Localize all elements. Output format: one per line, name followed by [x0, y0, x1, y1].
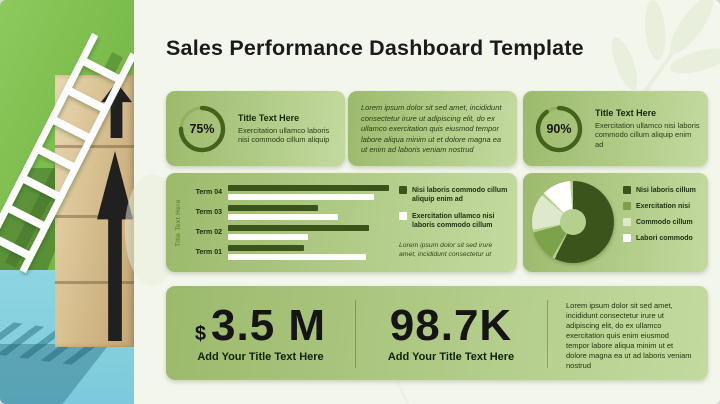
stat-count: 98.7K Add Your Title Text Here: [355, 286, 547, 380]
legend-item: Nisi laboris cillum: [623, 186, 703, 195]
legend-item: Nisi laboris commodo cillum aliquip enim…: [399, 186, 509, 204]
pie-chart-hole: [560, 209, 586, 235]
kpi-title: Title Text Here: [595, 107, 657, 118]
block-seam: [55, 215, 134, 218]
block-seam: [55, 145, 134, 148]
bar: [228, 234, 308, 240]
donut-percent-label: 75%: [189, 121, 215, 136]
block-seam: [55, 281, 134, 284]
kpi-title: Title Text Here: [238, 112, 300, 123]
legend-swatch: [623, 234, 631, 242]
intro-text-card: Lorem ipsum dolor sit sed amet, incididu…: [348, 91, 517, 166]
pie-chart-card: Nisi laboris cillum Exercitation nisi Comm…: [523, 173, 708, 272]
bar: [228, 225, 370, 231]
bar: [228, 205, 318, 211]
bar-chart-plot: Term 04 Term 03 Term 02 Term 01: [188, 185, 394, 260]
growth-photo: [0, 0, 134, 404]
page-title: Sales Performance Dashboard Template: [166, 36, 584, 60]
legend-label: Exercitation nisi: [636, 203, 691, 210]
bar: [228, 214, 338, 220]
bar: [228, 254, 366, 260]
bar-group: Term 03: [188, 205, 394, 220]
bar-category-label: Term 04: [195, 189, 222, 196]
legend-label: Exercitation ullamco nisi laboris commod…: [412, 213, 495, 229]
stat-label: Add Your Title Text Here: [387, 350, 515, 363]
bar-group: Term 04: [188, 185, 394, 200]
kpi-card-90: 90% Title Text Here Exercitation ullamco…: [523, 91, 708, 166]
legend-swatch: [623, 186, 631, 194]
bar: [228, 194, 375, 200]
bar: [228, 245, 305, 251]
kpi-description: Exercitation ullamco laboris nisi commod…: [238, 125, 330, 145]
stat-value: 98.7K: [389, 300, 513, 350]
legend-label: Nisi laboris commodo cillum aliquip enim…: [412, 187, 508, 203]
legend-swatch: [623, 202, 631, 210]
stat-value: 3.5 M: [211, 300, 327, 350]
bar-category-label: Term 02: [195, 229, 222, 236]
stats-card: $ 3.5 M Add Your Title Text Here 98.7K A…: [166, 286, 708, 380]
legend-item: Labori commodo: [623, 234, 703, 243]
divider: [355, 300, 356, 368]
intro-paragraph: Lorem ipsum dolor sit sed amet, incididu…: [361, 103, 502, 154]
legend-label: Nisi laboris cillum: [636, 187, 696, 194]
legend-item: Exercitation nisi: [623, 202, 703, 211]
stat-revenue: $ 3.5 M Add Your Title Text Here: [166, 286, 355, 380]
legend-swatch: [399, 186, 407, 194]
legend-label: Labori commodo: [636, 235, 693, 242]
currency-symbol: $: [194, 322, 207, 345]
legend-label: Commodo cillum: [636, 219, 693, 226]
bar-chart-card: Title Text Here Term 04 Term 03 Term 02 Ter…: [166, 173, 517, 272]
bar-category-label: Term 03: [195, 209, 222, 216]
pie-chart-legend: Nisi laboris cillum Exercitation nisi Comm…: [623, 186, 703, 243]
leaf-decoration-icon: [124, 174, 180, 286]
donut-chart-75: 75%: [174, 101, 230, 157]
legend-item: Exercitation ullamco nisi laboris commod…: [399, 212, 509, 230]
legend-swatch: [623, 218, 631, 226]
stats-paragraph: Lorem ipsum dolor sit sed amet, incididu…: [566, 301, 692, 370]
bar-chart-legend: Nisi laboris commodo cillum aliquip enim…: [399, 186, 509, 259]
divider: [547, 300, 548, 368]
bar-chart-axis-label: Title Text Here: [175, 198, 182, 247]
donut-percent-label: 90%: [546, 121, 572, 136]
stat-label: Add Your Title Text Here: [197, 350, 324, 363]
content-area: Sales Performance Dashboard Template 75%…: [124, 0, 720, 404]
legend-swatch: [399, 212, 407, 220]
bar-group: Term 02: [188, 225, 394, 240]
kpi-card-75: 75% Title Text Here Exercitation ullamco…: [166, 91, 345, 166]
legend-item: Commodo cillum: [623, 218, 703, 227]
kpi-description: Exercitation ullamco nisi laboris commod…: [595, 120, 700, 149]
bar-category-label: Term 01: [195, 249, 222, 256]
bar: [228, 185, 390, 191]
bar-group: Term 01: [188, 245, 394, 260]
bar-chart-caption: Lorem ipsum dolor sit sed irure amet, in…: [399, 242, 493, 258]
donut-chart-90: 90%: [531, 101, 587, 157]
